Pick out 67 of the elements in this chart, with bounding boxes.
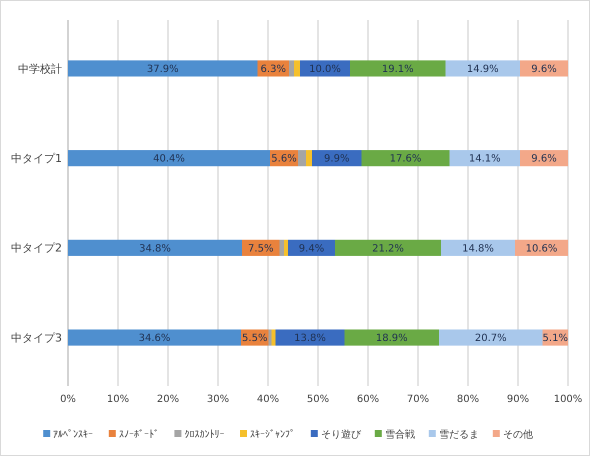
legend-label: ｱﾙﾍﾟﾝｽｷｰ bbox=[53, 430, 94, 440]
data-label: 10.6% bbox=[526, 243, 558, 254]
legend-label: ｸﾛｽｶﾝﾄﾘｰ bbox=[184, 430, 224, 440]
data-label: 34.6% bbox=[138, 333, 170, 344]
bar bbox=[306, 150, 312, 166]
y-tick-label: 中学校計 bbox=[18, 62, 62, 76]
data-label: 9.4% bbox=[298, 243, 324, 254]
x-tick-label: 70% bbox=[406, 394, 430, 405]
data-label: 40.4% bbox=[153, 154, 185, 165]
x-tick-label: 0% bbox=[60, 394, 76, 405]
data-label: 5.1% bbox=[542, 333, 568, 344]
data-label: 9.9% bbox=[324, 154, 350, 165]
bar bbox=[272, 329, 276, 346]
x-tick-label: 100% bbox=[554, 394, 582, 405]
legend-label: そり遊び bbox=[320, 428, 362, 440]
legend-label: 雪合戦 bbox=[384, 428, 415, 440]
data-label: 5.5% bbox=[242, 333, 268, 344]
legend-label: 雪だるま bbox=[438, 430, 479, 440]
bar bbox=[68, 329, 241, 346]
x-tick-label: 20% bbox=[156, 394, 180, 405]
bar bbox=[280, 240, 284, 256]
data-label: 7.5% bbox=[248, 243, 274, 254]
bar bbox=[335, 240, 441, 256]
y-tick-label: 中タイプ2 bbox=[11, 242, 62, 255]
legend-label: その他 bbox=[502, 428, 533, 440]
bar bbox=[439, 329, 542, 346]
data-label: 9.6% bbox=[531, 154, 557, 165]
data-label: 17.6% bbox=[390, 154, 422, 165]
x-tick-label: 80% bbox=[456, 394, 480, 405]
bar bbox=[298, 150, 306, 166]
bar bbox=[284, 240, 288, 256]
bar bbox=[68, 150, 270, 166]
bar bbox=[68, 60, 258, 77]
bar bbox=[446, 60, 520, 77]
data-label: 13.8% bbox=[294, 333, 326, 344]
bar bbox=[344, 329, 439, 346]
x-tick-label: 30% bbox=[206, 394, 230, 405]
x-tick-label: 90% bbox=[506, 394, 530, 405]
data-label: 14.9% bbox=[466, 64, 499, 75]
data-label: 20.7% bbox=[474, 333, 507, 344]
bar bbox=[68, 240, 242, 256]
bar bbox=[268, 329, 272, 346]
data-label: 19.1% bbox=[382, 64, 414, 75]
bar bbox=[441, 240, 515, 256]
data-label: 34.8% bbox=[139, 243, 171, 254]
data-label: 37.9% bbox=[146, 64, 179, 75]
bar bbox=[350, 60, 446, 77]
x-tick-label: 40% bbox=[256, 394, 280, 405]
data-label: 5.6% bbox=[271, 154, 297, 165]
data-label: 14.8% bbox=[462, 243, 494, 254]
bar bbox=[362, 150, 450, 166]
bar bbox=[289, 60, 294, 77]
x-tick-label: 50% bbox=[306, 394, 330, 405]
y-tick-label: 中タイプ1 bbox=[11, 152, 62, 165]
y-tick-label: 中タイプ3 bbox=[11, 331, 62, 344]
data-label: 9.6% bbox=[531, 64, 557, 75]
x-tick-label: 10% bbox=[106, 394, 130, 405]
data-label: 14.1% bbox=[468, 154, 501, 165]
bar bbox=[450, 150, 520, 166]
bar bbox=[294, 60, 300, 77]
legend-label: ｽｷｰｼﾞｬﾝﾌﾟ bbox=[250, 428, 295, 440]
x-tick-label: 60% bbox=[356, 394, 380, 405]
data-label: 21.2% bbox=[372, 243, 404, 254]
data-label: 10.0% bbox=[309, 64, 341, 75]
data-label: 18.9% bbox=[376, 333, 408, 344]
legend-label: ｽﾉｰﾎﾞｰﾄﾞ bbox=[118, 428, 159, 440]
data-label: 6.3% bbox=[260, 64, 286, 75]
